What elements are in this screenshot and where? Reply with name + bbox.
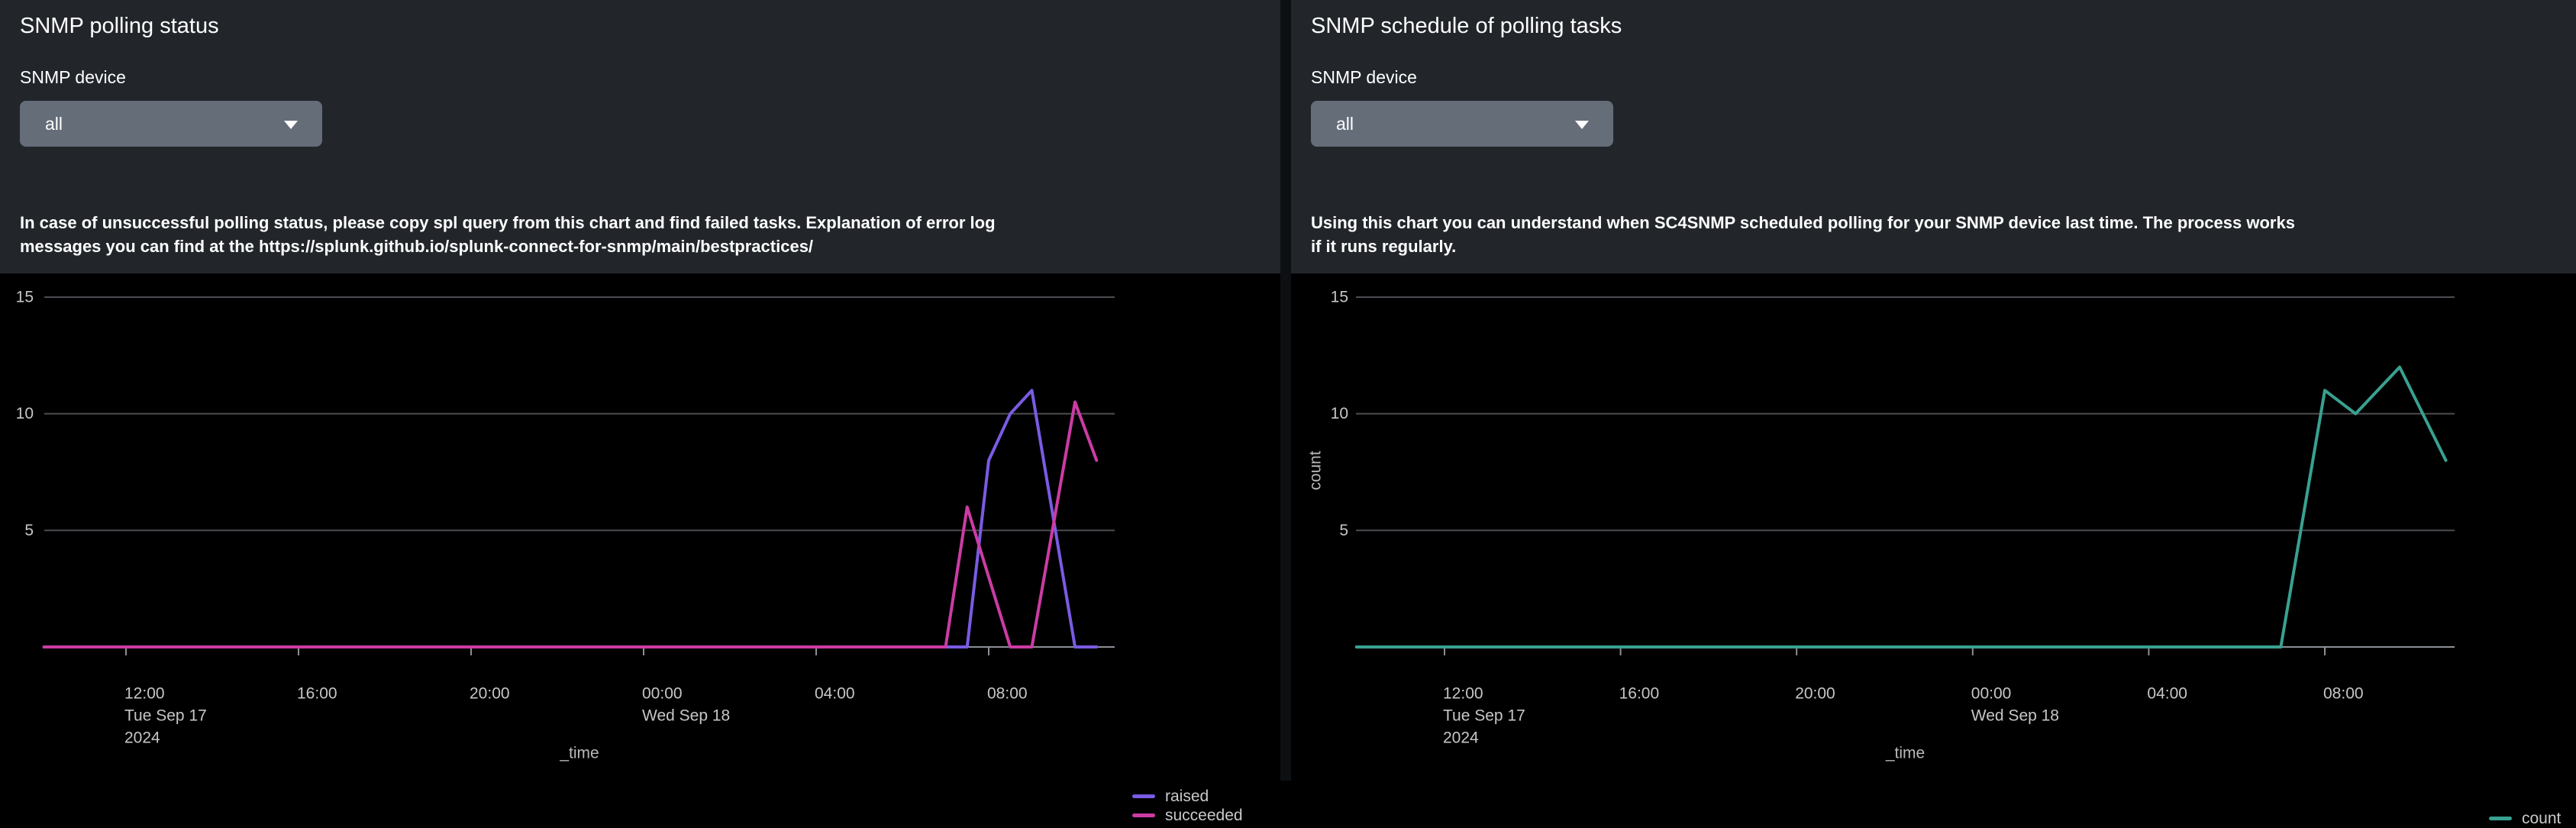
x-tick-label: Tue Sep 17 bbox=[124, 707, 207, 725]
legend-label: raised bbox=[1165, 787, 1209, 805]
dropdown-selected-value: all bbox=[1336, 114, 1354, 134]
x-tick-label: Tue Sep 17 bbox=[1443, 707, 1525, 725]
legend-label: succeeded bbox=[1165, 806, 1243, 824]
dropdown-selected-value: all bbox=[45, 114, 63, 134]
panel-title: SNMP schedule of polling tasks bbox=[1311, 14, 1622, 38]
legend-item-succeeded[interactable]: succeeded bbox=[1132, 806, 1243, 825]
x-tick-label: Wed Sep 18 bbox=[1971, 707, 2059, 725]
legend-label: count bbox=[2522, 809, 2561, 827]
x-tick-label: 08:00 bbox=[2323, 685, 2364, 703]
x-axis-label: _time bbox=[1885, 745, 1925, 762]
description-line-2: if it runs regularly. bbox=[1311, 237, 1457, 256]
description-line-1: In case of unsuccessful polling status, … bbox=[20, 213, 996, 232]
chart-area: 5 10 15 12:00 Tue Sep 17 2024 16:00 20:00 00:00 W… bbox=[0, 273, 1280, 824]
panel-header: SNMP polling status SNMP device all In c… bbox=[0, 0, 1280, 273]
x-tick-label: Wed Sep 18 bbox=[642, 707, 730, 725]
description-line-2: messages you can find at the https://spl… bbox=[20, 237, 814, 256]
legend-swatch-icon bbox=[2489, 817, 2512, 820]
snmp-device-dropdown[interactable]: all bbox=[1311, 101, 1613, 147]
chart-area: 5 10 15 12:00 Tue Sep 17 2024 16:00 20:00 00:00 W… bbox=[1291, 273, 2576, 827]
x-tick-label: 20:00 bbox=[470, 685, 510, 703]
count-series-line bbox=[1354, 365, 2448, 648]
y-tick-label: 15 bbox=[1331, 289, 1348, 306]
x-tick-label: 04:00 bbox=[815, 685, 855, 703]
panel-header: SNMP schedule of polling tasks SNMP devi… bbox=[1291, 0, 2576, 273]
polling-status-line-chart[interactable]: 5 10 15 12:00 Tue Sep 17 2024 16:00 20:00 00:00 W… bbox=[0, 273, 1280, 781]
x-tick-label: 00:00 bbox=[1971, 685, 2012, 703]
chevron-down-icon bbox=[1575, 121, 1589, 129]
succeeded-series-line bbox=[42, 400, 1099, 648]
schedule-line-chart[interactable]: 5 10 15 12:00 Tue Sep 17 2024 16:00 20:00 00:00 W… bbox=[1291, 273, 2576, 781]
y-tick-label: 15 bbox=[16, 289, 34, 306]
chart-legend: count bbox=[2489, 809, 2561, 828]
y-tick-label: 5 bbox=[24, 522, 34, 539]
snmp-device-input-label: SNMP device bbox=[20, 67, 126, 87]
panel-description: Using this chart you can understand when… bbox=[1311, 211, 2563, 258]
x-tick-label: 00:00 bbox=[642, 685, 683, 703]
legend-item-count[interactable]: count bbox=[2489, 809, 2561, 828]
snmp-device-input-label: SNMP device bbox=[1311, 67, 1417, 87]
x-tick-label: 12:00 bbox=[124, 685, 165, 703]
panel-divider bbox=[1280, 0, 1291, 781]
description-line-1: Using this chart you can understand when… bbox=[1311, 213, 2295, 232]
chart-legend: raised succeeded bbox=[1132, 787, 1243, 825]
legend-item-raised[interactable]: raised bbox=[1132, 787, 1243, 806]
legend-swatch-icon bbox=[1132, 794, 1155, 798]
panel-snmp-schedule: SNMP schedule of polling tasks SNMP devi… bbox=[1291, 0, 2576, 827]
legend-swatch-icon bbox=[1132, 813, 1155, 817]
x-tick-label: 16:00 bbox=[1619, 685, 1660, 703]
panel-title: SNMP polling status bbox=[20, 14, 219, 38]
y-tick-label: 5 bbox=[1339, 522, 1348, 539]
y-tick-label: 10 bbox=[1331, 405, 1348, 422]
panel-description: In case of unsuccessful polling status, … bbox=[20, 211, 1272, 258]
x-tick-label: 20:00 bbox=[1795, 685, 1835, 703]
x-tick-label: 04:00 bbox=[2147, 685, 2187, 703]
raised-series-line bbox=[42, 389, 1099, 648]
chevron-down-icon bbox=[284, 121, 298, 129]
snmp-device-dropdown[interactable]: all bbox=[20, 101, 322, 147]
x-tick-label: 2024 bbox=[124, 729, 160, 747]
x-tick-label: 08:00 bbox=[987, 685, 1028, 703]
panel-snmp-polling-status: SNMP polling status SNMP device all In c… bbox=[0, 0, 1280, 824]
x-tick-label: 16:00 bbox=[297, 685, 337, 703]
y-axis-label: count bbox=[1307, 451, 1325, 490]
x-tick-label: 2024 bbox=[1443, 729, 1479, 747]
x-axis-label: _time bbox=[559, 745, 599, 762]
y-tick-label: 10 bbox=[16, 405, 34, 422]
x-tick-label: 12:00 bbox=[1443, 685, 1483, 703]
